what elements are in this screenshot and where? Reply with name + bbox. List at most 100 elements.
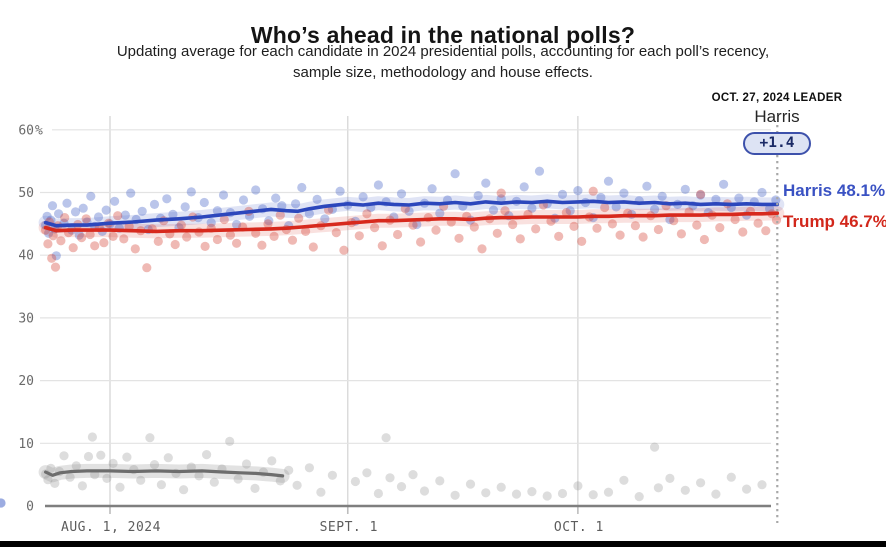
trump-poll-dot	[212, 234, 222, 245]
other-poll-dot	[316, 487, 326, 497]
trump-poll-dot	[153, 236, 163, 246]
harris-poll-dot	[162, 194, 172, 204]
harris-poll-dot	[435, 208, 445, 218]
harris-poll-dot	[603, 176, 614, 186]
harris-poll-dot	[312, 194, 322, 204]
harris-poll-dot	[488, 205, 499, 215]
bottom-bar	[0, 541, 886, 547]
trump-poll-dot	[370, 223, 380, 233]
y-axis-tick-label: 50	[18, 186, 34, 201]
page-subtitle: Updating average for each candidate in 2…	[0, 41, 886, 83]
trump-poll-dot	[90, 241, 100, 251]
other-poll-dot	[209, 477, 219, 487]
harris-poll-dot	[335, 186, 345, 196]
other-poll-dot	[573, 481, 583, 491]
trump-poll-dot	[771, 215, 782, 225]
harris-poll-dot	[42, 211, 52, 221]
trump-poll-dot	[561, 208, 572, 218]
trump-poll-dot	[219, 214, 229, 225]
leader-callout: OCT. 27, 2024 LEADER Harris +1.4	[657, 92, 886, 155]
harris-poll-dot	[596, 192, 606, 203]
trump-poll-dot	[257, 240, 267, 250]
other-poll-dot	[419, 486, 430, 496]
y-axis-tick-label: 0	[26, 500, 34, 515]
trump-poll-dot	[592, 223, 602, 233]
other-poll-dot	[408, 470, 418, 480]
other-poll-dot	[115, 482, 125, 492]
harris-poll-dot	[496, 194, 506, 204]
harris-poll-dot	[527, 203, 537, 213]
other-poll-dot	[102, 473, 112, 483]
trump-poll-dot	[696, 189, 706, 199]
y-axis-tick-label: 20	[18, 374, 34, 389]
harris-poll-dot	[70, 207, 81, 217]
trump-poll-dot	[496, 188, 506, 198]
trump-poll-dot	[200, 241, 210, 251]
trump-poll-dot	[60, 213, 70, 223]
harris-poll-dot	[481, 178, 491, 188]
other-poll-dot	[619, 475, 629, 485]
trump-poll-dot	[294, 213, 304, 223]
trump-poll-dot	[47, 253, 57, 263]
other-poll-dot	[50, 478, 60, 488]
trump-poll-dot	[454, 233, 464, 243]
other-poll-dot	[757, 480, 767, 490]
harris-poll-dot	[473, 191, 483, 201]
other-poll-dot	[742, 484, 752, 494]
harris-poll-dot	[251, 185, 261, 195]
other-poll-dot	[136, 475, 146, 485]
other-poll-dot	[603, 487, 614, 497]
trump-poll-dot	[607, 219, 618, 229]
other-poll-dot	[711, 489, 721, 499]
y-axis-tick-label: 60	[18, 123, 34, 138]
trump-poll-dot	[715, 223, 725, 233]
harris-poll-dot	[696, 190, 706, 200]
trump-poll-dot	[81, 214, 91, 224]
harris-poll-dot	[180, 202, 190, 212]
other-poll-dot	[96, 450, 106, 460]
other-poll-dot	[46, 463, 56, 473]
trump-poll-dot	[500, 206, 510, 216]
harris-poll-dot	[206, 218, 216, 228]
other-poll-dot	[87, 432, 97, 442]
x-axis-tick-label: AUG. 1, 2024	[61, 520, 161, 535]
other-poll-dot	[665, 473, 675, 483]
other-poll-dot	[267, 456, 277, 466]
other-poll-dot	[284, 465, 294, 475]
trump-poll-dot	[142, 263, 152, 273]
other-poll-dot	[396, 482, 407, 492]
harris-poll-dot	[212, 206, 222, 216]
harris-poll-dot	[358, 192, 368, 202]
trump-poll-dot	[408, 220, 418, 230]
trump-poll-dot	[577, 236, 587, 246]
harris-poll-dot	[54, 209, 64, 219]
other-poll-dot	[304, 463, 314, 473]
other-poll-dot	[373, 488, 383, 499]
harris-end-label: Harris 48.1%	[783, 181, 886, 200]
other-poll-dot	[696, 478, 706, 488]
harris-poll-dot	[757, 187, 767, 198]
harris-poll-dot	[519, 182, 529, 192]
trump-poll-dot	[416, 237, 426, 247]
harris-poll-dot	[137, 206, 147, 216]
other-poll-dot	[202, 450, 212, 460]
other-poll-dot	[43, 475, 53, 485]
trump-poll-dot	[269, 231, 279, 241]
harris-poll-dot	[557, 189, 568, 199]
harris-poll-dot	[218, 190, 229, 200]
other-poll-dot	[163, 453, 173, 463]
trump-poll-dot	[600, 202, 610, 213]
leader-margin-badge: +1.4	[742, 132, 812, 155]
other-poll-dot	[381, 433, 391, 443]
other-poll-dot	[59, 451, 69, 461]
trump-poll-dot	[569, 221, 579, 231]
trump-poll-dot	[508, 219, 518, 230]
harris-poll-dot	[62, 198, 72, 208]
trump-average-line	[43, 211, 780, 234]
harris-poll-dot	[320, 214, 330, 224]
other-poll-dot	[385, 473, 395, 483]
trump-poll-dot	[50, 262, 61, 272]
harris-poll-dot	[291, 199, 301, 209]
